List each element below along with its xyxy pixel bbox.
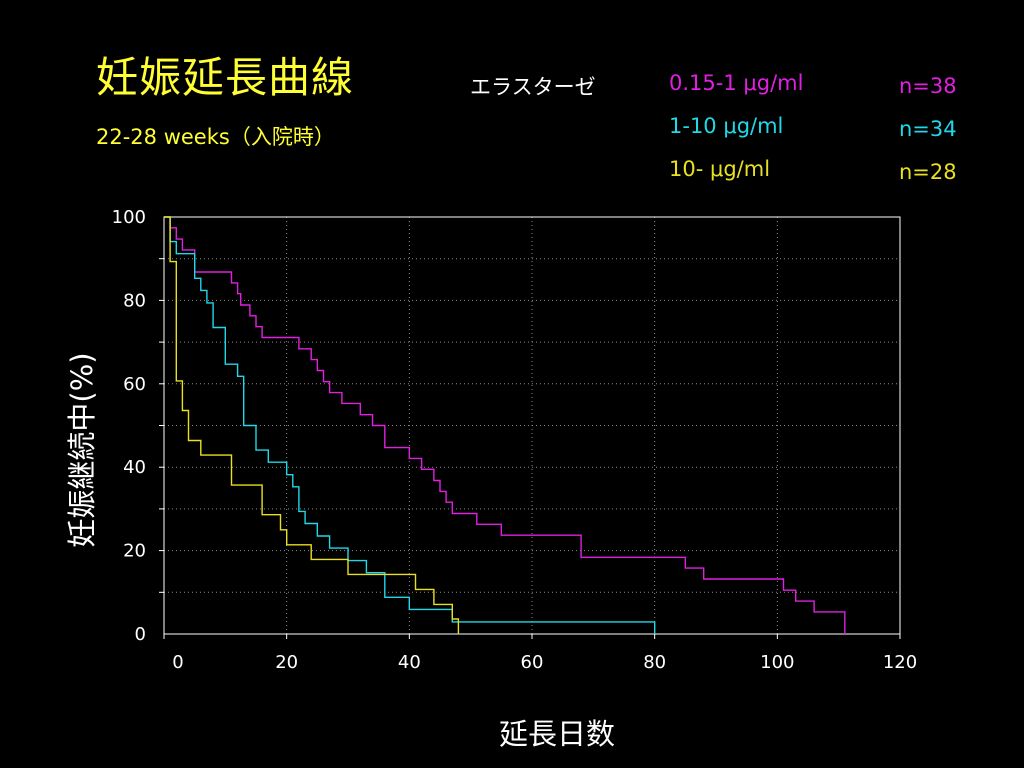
legend-n-series-1: n=38 xyxy=(899,74,957,98)
x-tick-label: 120 xyxy=(883,652,917,673)
x-tick-label: 0 xyxy=(172,652,183,673)
legend-heading: エラスターゼ xyxy=(470,75,596,99)
legend-label-series-3: 10- μg/ml xyxy=(669,157,771,181)
x-tick-label: 100 xyxy=(760,652,794,673)
series-line-2 xyxy=(164,216,656,634)
page-title: 妊娠延長曲線 xyxy=(96,53,355,102)
page-subtitle: 22-28 weeks（入院時） xyxy=(96,125,335,149)
y-tick-label: 60 xyxy=(123,374,146,395)
x-tick-label: 80 xyxy=(643,652,666,673)
y-tick-label: 100 xyxy=(112,207,146,228)
y-tick-label: 0 xyxy=(135,624,146,645)
series-line-1 xyxy=(164,216,846,634)
y-tick-label: 80 xyxy=(123,290,146,311)
legend-n-series-2: n=34 xyxy=(899,117,957,141)
y-tick-label: 40 xyxy=(123,457,146,478)
x-tick-label: 20 xyxy=(275,652,298,673)
series-line-3 xyxy=(164,216,460,634)
x-tick-label: 60 xyxy=(521,652,544,673)
x-tick-label: 40 xyxy=(398,652,421,673)
y-tick-label: 20 xyxy=(123,541,146,562)
legend-label-series-2: 1-10 μg/ml xyxy=(669,114,784,138)
x-axis-label: 延長日数 xyxy=(498,717,616,751)
legend-n-series-3: n=28 xyxy=(899,160,957,184)
legend-label-series-1: 0.15-1 μg/ml xyxy=(669,71,804,95)
